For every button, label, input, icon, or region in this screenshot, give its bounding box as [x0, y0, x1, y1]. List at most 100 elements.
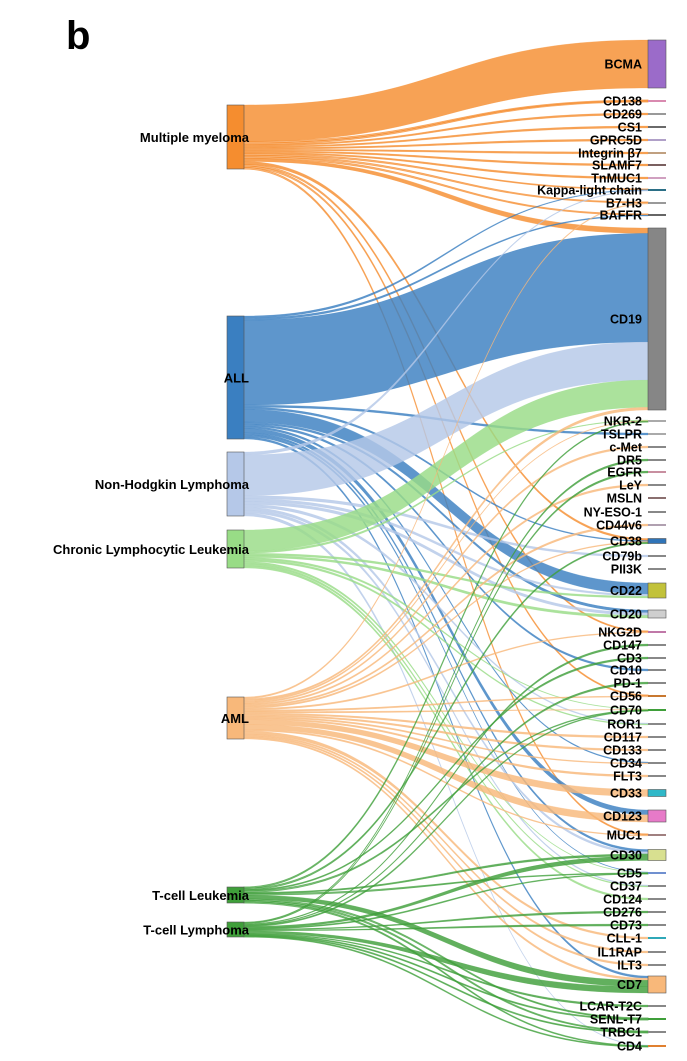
target-label-kappa-light-chain: Kappa-light chain	[537, 184, 642, 198]
target-label-cd3: CD3	[617, 652, 642, 666]
target-node-c-met	[648, 446, 666, 448]
target-label-baffr: BAFFR	[600, 209, 642, 223]
target-label-c-met: c-Met	[609, 441, 642, 455]
target-node-senl-t7	[648, 1018, 666, 1020]
target-label-cd30: CD30	[610, 849, 642, 863]
link-t-cell-lymphoma-to-cd4	[243, 935, 649, 1048]
target-node-cd19	[647, 227, 667, 411]
link-multiple-myeloma-to-bcma	[243, 39, 649, 142]
source-label-t-cell-lymphoma: T-cell Lymphoma	[143, 923, 249, 938]
target-label-nkr-2: NKR-2	[604, 415, 642, 429]
source-node-non-hodgkin-lymphoma	[226, 451, 245, 517]
target-node-cd79b	[648, 555, 666, 557]
target-node-cd276	[648, 911, 666, 913]
source-node-aml	[226, 696, 245, 740]
target-node-ley	[648, 484, 666, 486]
target-node-cs1	[648, 126, 666, 128]
target-label-cd38: CD38	[610, 535, 642, 549]
target-node-il1rap	[648, 951, 666, 953]
source-node-t-cell-lymphoma	[226, 921, 245, 938]
target-node-cd30	[647, 849, 667, 861]
target-label-cd22: CD22	[610, 584, 642, 598]
target-label-muc1: MUC1	[607, 829, 642, 843]
target-label-ilt3: ILT3	[617, 959, 642, 973]
target-node-pii3k	[648, 568, 666, 570]
target-node-cd70	[648, 709, 666, 711]
target-node-trbc1	[648, 1031, 666, 1033]
target-label-cs1: CS1	[618, 121, 642, 135]
target-label-cd269: CD269	[603, 108, 642, 122]
target-label-cd276: CD276	[603, 906, 642, 920]
target-label-cd117: CD117	[604, 731, 642, 745]
source-label-aml: AML	[221, 711, 249, 726]
target-node-lcar-t2c	[648, 1005, 666, 1007]
target-label-egfr: EGFR	[607, 466, 642, 480]
target-label-cd123: CD123	[603, 810, 642, 824]
target-label-pii3k: PII3K	[611, 563, 642, 577]
target-label-nkg2d: NKG2D	[598, 626, 642, 640]
source-node-chronic-lymphocytic-leukemia	[226, 529, 245, 569]
target-node-cd3	[648, 657, 666, 659]
target-node-cd5	[648, 872, 666, 874]
target-label-flt3: FLT3	[613, 770, 642, 784]
target-label-slamf7: SLAMF7	[592, 159, 642, 173]
target-label-cd79b: CD79b	[602, 550, 642, 564]
target-node-nkg2d	[648, 631, 666, 633]
links	[243, 39, 649, 1048]
target-label-cd73: CD73	[610, 919, 642, 933]
target-label-cd56: CD56	[610, 690, 642, 704]
target-label-tnmuc1: TnMUC1	[591, 172, 642, 186]
target-node-cd73	[648, 924, 666, 926]
target-node-cd147	[648, 644, 666, 646]
target-node-cd20	[647, 609, 667, 619]
target-node-cd44v6	[648, 524, 666, 526]
target-node-cd124	[648, 898, 666, 900]
target-node-kappa-light-chain	[648, 189, 666, 191]
source-label-all: ALL	[224, 371, 249, 386]
target-label-senl-t7: SENL-T7	[590, 1013, 642, 1027]
target-label-trbc1: TRBC1	[600, 1026, 642, 1040]
source-nodes: Multiple myeloma ALL Non-Hodgkin Lymphoma C…	[53, 104, 250, 938]
target-node-cd34	[648, 762, 666, 764]
target-node-flt3	[648, 775, 666, 777]
target-label-tslpr: TSLPR	[601, 428, 642, 442]
target-node-cd269	[648, 113, 666, 115]
target-label-cd7: CD7	[617, 978, 642, 992]
target-node-ny-eso-1	[648, 511, 666, 513]
target-node-tnmuc1	[648, 177, 666, 179]
target-label-lcar-t2c: LCAR-T2C	[580, 1000, 643, 1014]
source-node-all	[226, 315, 245, 440]
target-label-msln: MSLN	[607, 492, 642, 506]
target-label-bcma: BCMA	[605, 58, 643, 72]
target-node-cd56	[648, 695, 666, 697]
target-node-cd4	[648, 1045, 666, 1047]
target-label-cd20: CD20	[610, 608, 642, 622]
target-label-cd138: CD138	[603, 95, 642, 109]
target-node-cd37	[648, 885, 666, 887]
target-node-cd133	[648, 749, 666, 751]
target-node-ror1	[648, 723, 666, 725]
target-node-ilt3	[648, 964, 666, 966]
target-label-cd133: CD133	[603, 744, 642, 758]
target-label-ley: LeY	[619, 479, 643, 493]
target-node-bcma	[647, 39, 667, 89]
target-label-cd33: CD33	[610, 787, 642, 801]
target-label-gprc5d: GPRC5D	[590, 134, 642, 148]
source-label-multiple-myeloma: Multiple myeloma	[140, 130, 250, 145]
source-node-t-cell-leukemia	[226, 886, 245, 904]
target-node-cd22	[647, 582, 667, 599]
target-node-integrin-7	[648, 152, 666, 154]
target-node-cd33	[647, 789, 667, 797]
target-node-cd10	[648, 669, 666, 671]
target-node-cll-1	[648, 937, 666, 939]
source-node-multiple-myeloma	[226, 104, 245, 170]
source-label-t-cell-leukemia: T-cell Leukemia	[152, 888, 250, 903]
target-label-cd5: CD5	[617, 867, 642, 881]
link-t-cell-lymphoma-to-trbc1	[243, 934, 649, 1034]
target-label-dr5: DR5	[617, 454, 642, 468]
target-node-cd123	[647, 809, 667, 823]
source-label-chronic-lymphocytic-leukemia: Chronic Lymphocytic Leukemia	[53, 542, 250, 557]
target-node-cd7	[647, 975, 667, 994]
